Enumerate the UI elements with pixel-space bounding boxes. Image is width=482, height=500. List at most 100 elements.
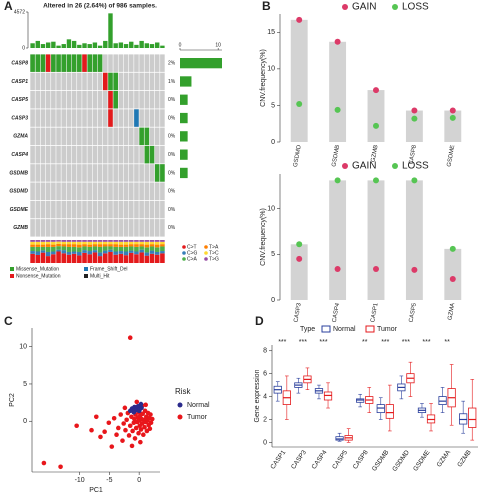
y-tick-label: 5 xyxy=(23,381,27,388)
cell-bg xyxy=(108,219,113,237)
cell-bg xyxy=(56,91,61,109)
cell-bg xyxy=(40,109,46,127)
cell-bg xyxy=(154,91,160,109)
x-tick-label: GZMB xyxy=(371,145,380,163)
cell-bg xyxy=(113,219,118,237)
cell-bg xyxy=(71,127,77,146)
cell-bg xyxy=(56,109,61,127)
cell-bg xyxy=(51,145,56,164)
bar xyxy=(149,44,155,48)
bar xyxy=(367,90,385,142)
legend-swatch xyxy=(177,402,183,408)
percent-label: 0% xyxy=(168,152,176,158)
cell-bg xyxy=(35,200,41,219)
titv-segment xyxy=(144,255,150,263)
titv-segment xyxy=(149,253,155,263)
cell-bg xyxy=(77,200,82,219)
point xyxy=(102,429,107,435)
cell-bg xyxy=(97,164,103,182)
titv-segment xyxy=(51,254,56,263)
x-tick-label: CASP4 xyxy=(332,302,341,323)
bar xyxy=(329,41,347,143)
gene-label: CASP5 xyxy=(11,97,28,103)
titv-segment xyxy=(45,246,51,252)
cell-bg xyxy=(71,91,77,109)
titv-segment xyxy=(40,250,46,253)
titv-segment xyxy=(82,246,87,251)
mutation-cell xyxy=(102,72,108,91)
cell-bg xyxy=(118,200,124,219)
point xyxy=(147,426,153,432)
cell-bg xyxy=(87,91,93,109)
cell-bg xyxy=(40,200,46,219)
cell-bg xyxy=(82,91,87,109)
legend-label: Multi_Hit xyxy=(90,273,110,279)
cell-bg xyxy=(97,91,103,109)
titv-segment xyxy=(128,252,134,263)
bar xyxy=(144,43,150,48)
x-tick-label: CASP5 xyxy=(331,449,349,471)
cell-bg xyxy=(123,127,129,146)
cell-bg xyxy=(66,109,72,127)
titv-segment xyxy=(128,250,134,253)
mutation-cell xyxy=(77,54,82,72)
cell-bg xyxy=(92,127,98,146)
cell-bg xyxy=(118,72,124,91)
titv-segment xyxy=(66,240,72,242)
cell-bg xyxy=(45,200,51,219)
x-tick-label: 10 xyxy=(215,42,221,48)
cell-bg xyxy=(77,164,82,182)
mutation-cell xyxy=(154,164,160,182)
cell-bg xyxy=(118,182,124,200)
titv-segment xyxy=(77,251,82,256)
titv-segment xyxy=(123,241,129,245)
cell-bg xyxy=(102,200,108,219)
cell-bg xyxy=(87,109,93,127)
titv-segment xyxy=(149,241,155,245)
cell-bg xyxy=(35,164,41,182)
titv-segment xyxy=(30,246,35,252)
point xyxy=(109,444,115,449)
cell-bg xyxy=(149,127,155,146)
gene-label: GSDMD xyxy=(9,189,28,195)
cell-bg xyxy=(134,72,139,91)
cell-bg xyxy=(149,219,155,237)
box xyxy=(468,407,477,428)
mutation-cell xyxy=(108,91,113,109)
mutation-cell xyxy=(149,145,155,164)
titv-segment xyxy=(154,251,160,255)
legend-swatch xyxy=(321,325,331,333)
cell-bg xyxy=(123,164,129,182)
bar xyxy=(56,45,61,48)
x-tick-label: CASP3 xyxy=(290,449,308,471)
cell-bg xyxy=(160,182,165,200)
titv-segment xyxy=(30,240,35,242)
titv-segment xyxy=(66,251,72,255)
cell-bg xyxy=(108,127,113,146)
titv-segment xyxy=(66,246,72,252)
point xyxy=(126,433,132,438)
bar xyxy=(180,76,192,87)
cell-bg xyxy=(77,91,82,109)
titv-segment xyxy=(108,249,113,252)
cell-bg xyxy=(61,200,67,219)
cell-bg xyxy=(160,109,165,127)
legend-swatch xyxy=(10,267,14,271)
significance: *** xyxy=(278,339,286,346)
cell-bg xyxy=(108,200,113,219)
titv-segment xyxy=(144,252,150,256)
bar xyxy=(180,94,188,105)
mutation-cell xyxy=(160,164,165,182)
cell-bg xyxy=(149,91,155,109)
point xyxy=(143,402,149,408)
cell-bg xyxy=(82,164,87,182)
titv-segment xyxy=(97,244,103,247)
cell-bg xyxy=(149,164,155,182)
titv-segment xyxy=(56,243,61,247)
point xyxy=(130,428,135,434)
cell-bg xyxy=(144,109,150,127)
bar xyxy=(134,44,139,48)
cell-bg xyxy=(66,127,72,146)
titv-segment xyxy=(123,251,129,256)
titv-segment xyxy=(113,240,118,242)
